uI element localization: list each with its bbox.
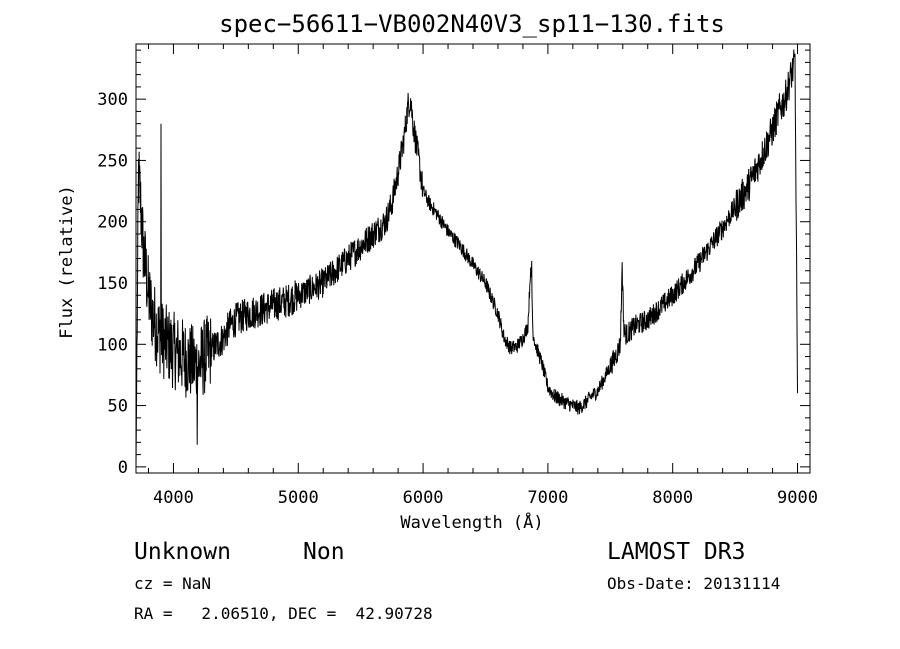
y-axis-label: Flux (relative) [57, 185, 77, 339]
x-tick-label-6000: 6000 [403, 488, 444, 508]
class-label: Unknown [134, 539, 231, 565]
y-axis-ticks: 0 50 100 150 200 250 300 [97, 49, 810, 478]
x-axis-label: Wavelength (Å) [400, 511, 543, 533]
x-tick-label-5000: 5000 [278, 488, 319, 508]
y-tick-label-250: 250 [97, 151, 128, 171]
y-tick-label-100: 100 [97, 335, 128, 355]
x-tick-label-7000: 7000 [527, 488, 568, 508]
cz-label: cz = NaN [134, 574, 211, 593]
y-tick-label-200: 200 [97, 213, 128, 233]
x-tick-label-9000: 9000 [777, 488, 818, 508]
y-tick-label-150: 150 [97, 274, 128, 294]
y-tick-label-300: 300 [97, 90, 128, 110]
obs-date-label: Obs-Date: 20131114 [607, 574, 780, 593]
y-tick-label-0: 0 [118, 458, 128, 478]
survey-label: LAMOST DR3 [607, 539, 745, 565]
x-tick-label-4000: 4000 [153, 488, 194, 508]
x-axis-ticks: 4000 5000 6000 7000 8000 9000 [147, 44, 818, 508]
chart-title: spec−56611−VB002N40V3_sp11−130.fits [219, 10, 725, 38]
subclass-label: Non [303, 539, 345, 565]
spectrum-line [135, 49, 798, 467]
x-tick-label-8000: 8000 [652, 488, 693, 508]
y-tick-label-50: 50 [108, 397, 128, 417]
coords-label: RA = 2.06510, DEC = 42.90728 [134, 604, 433, 623]
